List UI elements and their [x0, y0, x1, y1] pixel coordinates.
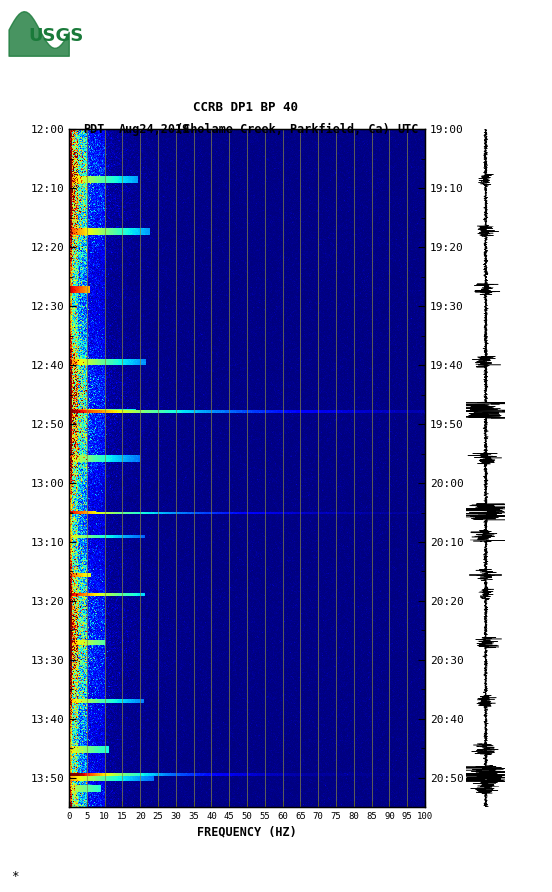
Text: (Cholame Creek, Parkfield, Ca): (Cholame Creek, Parkfield, Ca): [176, 123, 389, 136]
Text: *: *: [11, 870, 19, 883]
X-axis label: FREQUENCY (HZ): FREQUENCY (HZ): [197, 825, 297, 838]
Text: CCRB DP1 BP 40: CCRB DP1 BP 40: [193, 101, 298, 114]
Text: PDT: PDT: [83, 123, 104, 136]
Text: UTC: UTC: [397, 123, 419, 136]
Text: USGS: USGS: [29, 27, 84, 45]
Text: Aug24,2019: Aug24,2019: [119, 123, 190, 136]
